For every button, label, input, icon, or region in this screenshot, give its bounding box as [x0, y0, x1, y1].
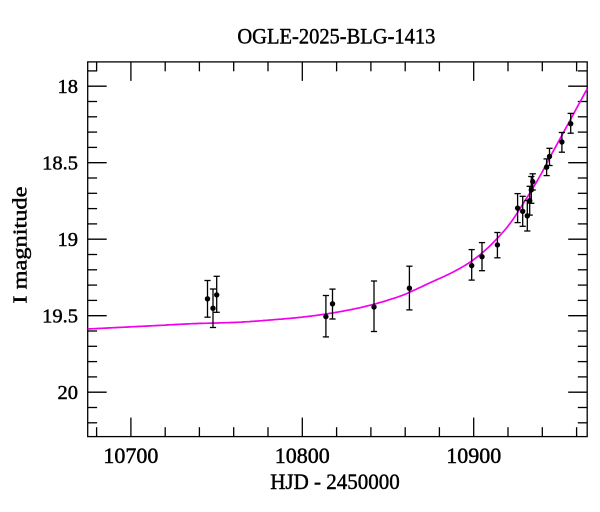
- svg-text:19: 19: [58, 229, 79, 251]
- svg-text:18.5: 18.5: [42, 153, 78, 175]
- svg-text:10800: 10800: [275, 443, 330, 468]
- svg-text:I magnitude: I magnitude: [10, 187, 32, 304]
- svg-text:10700: 10700: [103, 443, 158, 468]
- svg-text:OGLE-2025-BLG-1413: OGLE-2025-BLG-1413: [237, 24, 435, 49]
- svg-text:10900: 10900: [446, 443, 501, 468]
- svg-text:HJD - 2450000: HJD - 2450000: [270, 469, 400, 494]
- svg-text:19.5: 19.5: [42, 306, 78, 328]
- svg-text:20: 20: [58, 382, 79, 404]
- svg-text:18: 18: [58, 76, 79, 98]
